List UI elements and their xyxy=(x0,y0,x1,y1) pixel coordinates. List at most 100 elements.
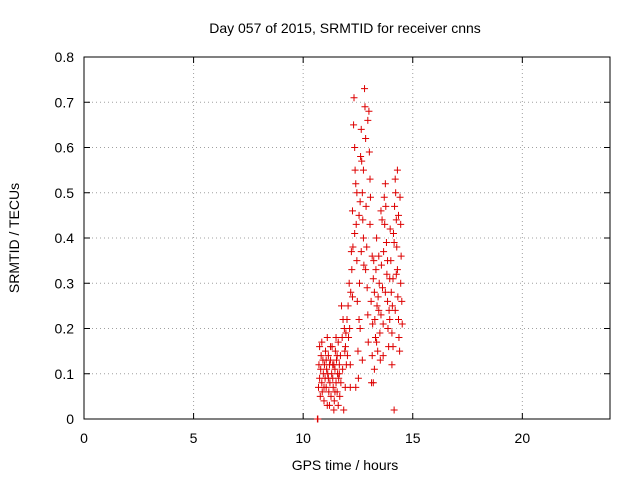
data-point xyxy=(364,311,372,319)
data-point xyxy=(318,338,326,346)
data-point xyxy=(378,216,386,224)
data-point xyxy=(398,297,406,305)
data-point xyxy=(395,211,403,219)
data-point xyxy=(374,293,382,301)
x-tick-label: 5 xyxy=(190,430,198,446)
data-point xyxy=(391,306,399,314)
chart-title: Day 057 of 2015, SRMTID for receiver cnn… xyxy=(209,20,481,36)
data-point xyxy=(351,166,359,174)
data-point xyxy=(358,157,366,165)
data-point xyxy=(331,388,339,396)
data-point xyxy=(331,365,339,373)
data-point xyxy=(386,225,394,233)
y-tick-label: 0.4 xyxy=(55,230,75,246)
data-point xyxy=(384,297,392,305)
data-point xyxy=(339,365,347,373)
data-point xyxy=(348,293,356,301)
data-point xyxy=(383,270,391,278)
data-point xyxy=(353,297,361,305)
y-tick-label: 0.5 xyxy=(55,185,75,201)
data-point xyxy=(344,302,352,310)
x-tick-label: 10 xyxy=(295,430,311,446)
data-point xyxy=(318,388,326,396)
data-point xyxy=(380,193,388,201)
data-point xyxy=(330,406,338,414)
data-point xyxy=(316,392,324,400)
data-point xyxy=(318,379,326,387)
x-tick-label: 0 xyxy=(80,430,88,446)
data-point xyxy=(366,220,374,228)
data-point xyxy=(380,248,388,256)
grid-lines xyxy=(84,57,610,419)
data-point xyxy=(391,202,399,210)
data-point xyxy=(371,315,379,323)
data-point xyxy=(317,352,325,360)
data-point xyxy=(373,234,381,242)
data-point xyxy=(340,406,348,414)
data-point xyxy=(352,220,360,228)
data-point xyxy=(352,180,360,188)
data-point xyxy=(374,347,382,355)
data-point xyxy=(369,275,377,283)
data-point xyxy=(362,266,370,274)
data-point xyxy=(397,279,405,287)
data-point xyxy=(327,343,335,351)
data-point xyxy=(349,243,357,251)
data-point xyxy=(322,356,330,364)
y-tick-label: 0.7 xyxy=(55,94,75,110)
data-point xyxy=(368,352,376,360)
data-point xyxy=(341,343,349,351)
data-point xyxy=(355,279,363,287)
data-point xyxy=(392,270,400,278)
data-point xyxy=(369,320,377,328)
data-point xyxy=(345,279,353,287)
data-point xyxy=(357,248,365,256)
data-point xyxy=(338,302,346,310)
y-tick-label: 0.2 xyxy=(55,321,75,337)
data-point xyxy=(390,239,398,247)
data-point xyxy=(351,229,359,237)
axis-ticks xyxy=(83,56,610,420)
data-point xyxy=(359,234,367,242)
data-point xyxy=(323,365,331,373)
data-point xyxy=(335,361,343,369)
y-tick-label: 0.3 xyxy=(55,275,75,291)
data-point xyxy=(360,261,368,269)
data-point xyxy=(386,315,394,323)
data-point xyxy=(327,392,335,400)
data-point xyxy=(393,166,401,174)
data-point xyxy=(346,361,354,369)
y-axis-tick-labels: 0 0.1 0.2 0.3 0.4 0.5 0.6 0.7 0.8 xyxy=(55,49,75,427)
data-point xyxy=(314,415,322,423)
data-point xyxy=(353,189,361,197)
data-point xyxy=(376,329,384,337)
data-point xyxy=(334,338,342,346)
data-point xyxy=(332,356,340,364)
data-point xyxy=(364,338,372,346)
data-point xyxy=(325,388,333,396)
data-point xyxy=(334,401,342,409)
data-point xyxy=(361,85,369,93)
data-point xyxy=(365,148,373,156)
data-point xyxy=(328,370,336,378)
data-point xyxy=(370,257,378,265)
data-point xyxy=(387,257,395,265)
data-point xyxy=(325,401,333,409)
data-point xyxy=(329,383,337,391)
data-point xyxy=(356,325,364,332)
y-tick-label: 0 xyxy=(66,411,74,427)
data-point xyxy=(371,334,379,342)
x-axis-tick-labels: 0 5 10 15 20 xyxy=(80,430,530,446)
x-tick-label: 20 xyxy=(515,430,531,446)
y-tick-label: 0.8 xyxy=(55,49,75,65)
data-point xyxy=(361,103,369,111)
data-point xyxy=(366,193,374,201)
data-point xyxy=(358,356,366,364)
x-tick-label: 15 xyxy=(405,430,421,446)
data-point xyxy=(347,248,355,256)
data-point xyxy=(320,397,328,405)
data-point xyxy=(389,343,397,351)
data-point xyxy=(398,320,406,328)
data-point xyxy=(365,107,373,115)
data-point xyxy=(354,374,362,382)
